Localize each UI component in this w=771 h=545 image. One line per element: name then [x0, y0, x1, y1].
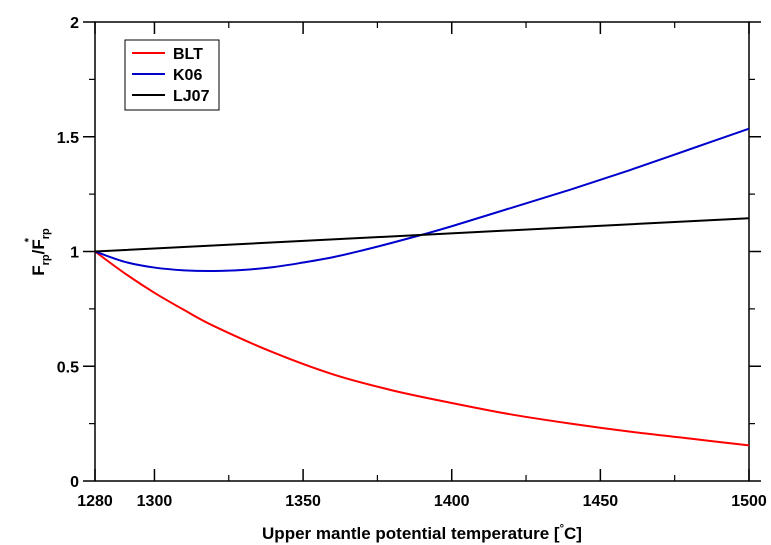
x-axis-label-degree: ° — [560, 523, 564, 535]
x-tick-label: 1280 — [77, 493, 113, 510]
y-tick-label: 0.5 — [57, 359, 79, 376]
x-axis-label-main: Upper mantle potential temperature [ — [262, 524, 560, 543]
axis-ticks — [83, 21, 761, 482]
x-tick-label: 1300 — [137, 493, 173, 510]
legend: BLT K06 LJ07 — [124, 39, 220, 111]
x-tick-label: 1350 — [285, 493, 321, 510]
x-axis-label: Upper mantle potential temperature [°C] — [262, 523, 582, 543]
y-axis-label-sup: * — [23, 237, 35, 242]
series-line-lj07 — [94, 217, 750, 253]
y-axis-label: Frp/Frp * — [23, 228, 52, 276]
x-axis-label-unit: C] — [564, 524, 582, 543]
y-tick-label: 2 — [70, 15, 79, 32]
y-axis-label-slash-f2: /F — [29, 239, 48, 254]
y-tick-label: 0 — [70, 474, 79, 491]
legend-label-k06: K06 — [173, 67, 202, 84]
legend-label-lj07: LJ07 — [173, 88, 210, 105]
x-tick-label: 1500 — [731, 493, 767, 510]
y-axis-label-f1: F — [29, 265, 48, 275]
x-tick-label: 1450 — [583, 493, 619, 510]
series-line-k06 — [94, 127, 750, 273]
legend-label-blt: BLT — [173, 46, 203, 63]
axis-tick-labels: 1280 1300 1350 1400 1450 1500 0 0.5 1 1.5 2 — [57, 15, 767, 510]
x-tick-label: 1400 — [434, 493, 470, 510]
y-axis-label-sub2: rp — [40, 228, 52, 239]
y-axis-label-sub1: rp — [40, 254, 52, 265]
y-tick-label: 1 — [70, 245, 79, 262]
y-tick-label: 1.5 — [57, 130, 79, 147]
series-line-blt — [94, 250, 750, 447]
data-series — [94, 127, 750, 447]
